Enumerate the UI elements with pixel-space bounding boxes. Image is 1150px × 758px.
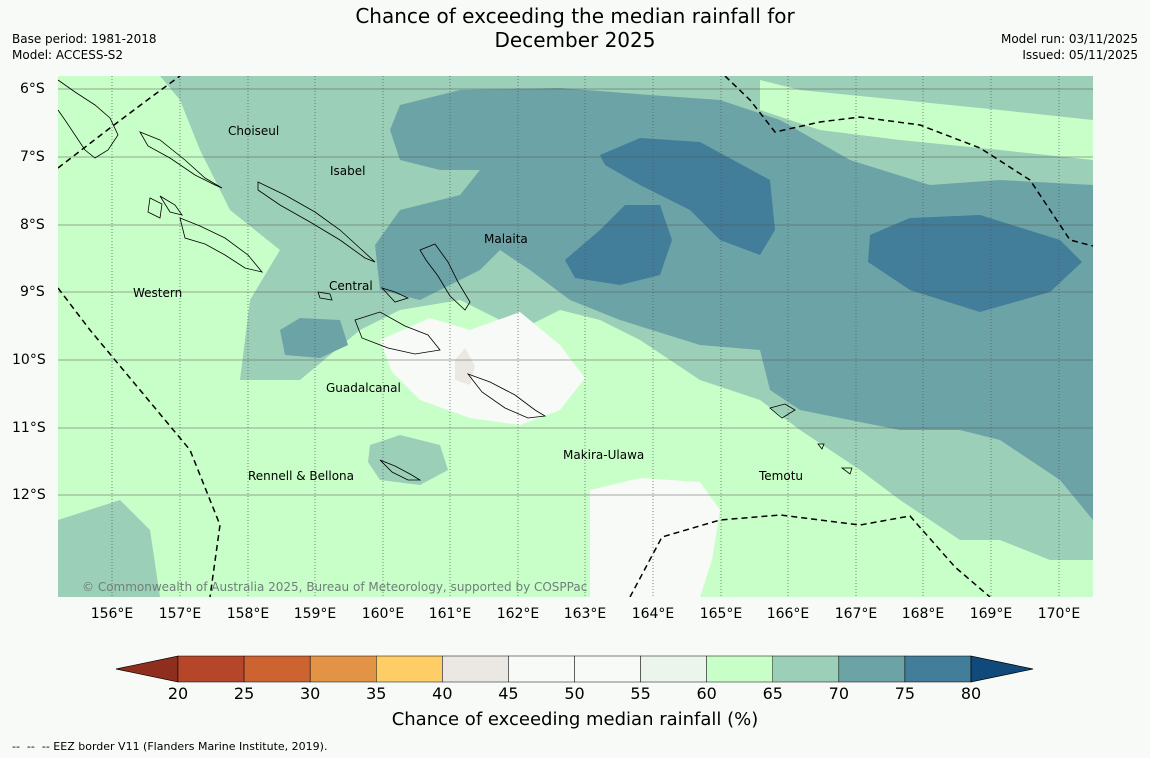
colorbar-segment [243,655,311,683]
colorbar-segment [508,655,575,683]
meta-left: Base period: 1981-2018 Model: ACCESS-S2 [12,31,157,63]
colorbar-segment [574,655,641,683]
colorbar-segment [376,655,443,683]
band-65-70-rennell [368,435,448,485]
place-western: Western [133,286,183,300]
copyright-notice: © Commonwealth of Australia 2025, Bureau… [82,580,588,594]
lon-label-158e: 158°E [226,606,270,622]
band-70-75-w [280,318,348,358]
makira-island [466,373,547,419]
russell-island [317,291,333,301]
new-georgia-island [179,217,264,273]
colorbar-segment [772,655,840,683]
lon-label-159e: 159°E [293,606,337,622]
band-75-80-c [868,215,1082,312]
colorbar-segment [442,655,509,683]
map-title: Chance of exceeding the median rainfall … [0,4,1150,52]
colorbar-tick-label: 75 [894,684,916,703]
colorbar-title: Chance of exceeding median rainfall (%) [391,709,759,730]
colorbar-tick-label: 35 [366,684,387,703]
band-75-80-a [600,138,775,255]
guadalcanal-island [354,311,441,355]
lon-label-157e: 157°E [158,606,202,622]
colorbar-segment [706,655,774,683]
lat-label-6s: 6°S [20,81,45,97]
santa-cruz-island [769,403,796,419]
florida-island [380,287,410,303]
lon-label-168e: 168°E [901,606,945,622]
anuta-island [817,443,825,450]
band-45-55-south [590,478,720,597]
colorbar-tick-label: 60 [696,684,717,703]
bougainville-coast [57,79,119,159]
lon-label-160e: 160°E [361,606,405,622]
lat-label-8s: 8°S [20,217,45,233]
lon-label-164e: 164°E [631,606,675,622]
base-period: Base period: 1981-2018 [12,32,157,46]
lat-label-10s: 10°S [12,352,46,368]
meta-right: Model run: 03/11/2025 Issued: 05/11/2025 [1001,31,1138,63]
lat-label-11s: 11°S [12,420,46,436]
place-isabel: Isabel [330,164,366,178]
colorbar-tick-label: 45 [498,684,519,703]
band-65-70-sw [58,500,160,597]
lon-label-166e: 166°E [766,606,810,622]
place-malaita: Malaita [484,232,528,246]
colorbar-segment [309,655,377,683]
issued-date: Issued: 05/11/2025 [1022,48,1138,62]
colorbar-tick-label: 25 [233,684,255,703]
place-rennell-bellona: Rennell & Bellona [248,469,355,483]
band-45-55-center [380,312,585,425]
colorbar-tick-label: 65 [762,684,783,703]
lon-label-165e: 165°E [699,606,743,622]
lon-label-170e: 170°E [1037,606,1081,622]
colorbar-segment [640,655,707,683]
choiseul-island [139,131,223,189]
tikopia-island [840,467,853,475]
colorbar-segment [904,655,972,683]
malaita-island [419,243,471,311]
colorbar-tick-label: 70 [828,684,850,703]
lon-label-163e: 163°E [563,606,607,622]
colorbar-tick-label: 40 [432,684,453,703]
lon-label-167e: 167°E [834,606,878,622]
place-choiseul: Choiseul [228,124,280,138]
colorbar-tick-label: 80 [960,684,982,703]
lon-label-156e: 156°E [90,606,134,622]
colorbar-tick-label: 20 [167,684,189,703]
lat-label-12s: 12°S [12,487,46,503]
title-line-2: December 2025 [494,28,656,52]
lat-label-7s: 7°S [20,149,45,165]
isabel-island [257,181,376,263]
band-40-45 [455,348,475,385]
eez-legend: -- -- -- EEZ border V11 (Flanders Marine… [12,740,328,753]
colorbar-tick-label: 50 [564,684,585,703]
place-guadalcanal: Guadalcanal [326,381,401,395]
lat-label-9s: 9°S [20,284,45,300]
colorbar-extend-high [970,655,1034,683]
lon-label-169e: 169°E [969,606,1013,622]
lon-label-162e: 162°E [496,606,540,622]
shortland-island [159,195,183,216]
colorbar-tick-label: 55 [630,684,651,703]
colorbar-extend-low [115,655,179,683]
graticule [58,76,1093,597]
colorbar-segment [838,655,906,683]
band-70-75 [375,88,1093,520]
place-temotu: Temotu [759,469,804,483]
place-makira-ulawa: Makira-Ulawa [563,448,645,462]
coastlines [57,79,853,481]
title-line-1: Chance of exceeding the median rainfall … [355,4,795,28]
contour-layers [58,76,1093,597]
colorbar-segment [177,655,245,683]
rennell-island [379,459,422,481]
colorbar [115,655,1034,683]
lon-label-161e: 161°E [428,606,472,622]
colorbar-tick-label: 30 [299,684,321,703]
vella-island [147,197,163,219]
model-run: Model run: 03/11/2025 [1000,32,1138,46]
model-name: Model: ACCESS-S2 [12,48,124,62]
place-central: Central [329,279,373,293]
